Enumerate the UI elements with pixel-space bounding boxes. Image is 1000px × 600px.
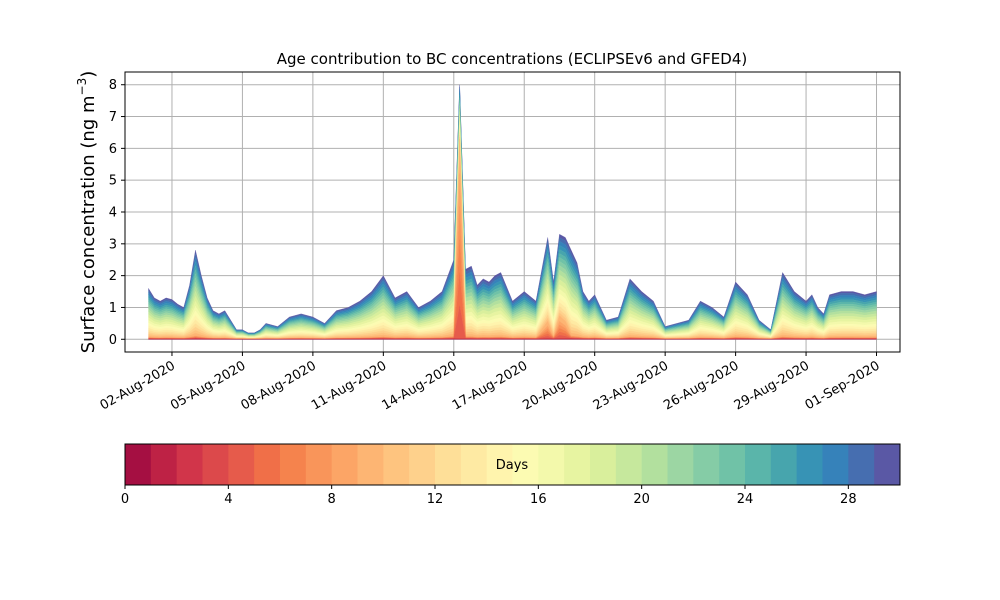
- colorbar-block: [745, 444, 772, 485]
- y-tick-label: 2: [109, 269, 117, 284]
- x-tick-label: 17-Aug-2020: [450, 358, 530, 413]
- x-tick-label: 20-Aug-2020: [520, 358, 600, 413]
- colorbar-block: [874, 444, 901, 485]
- colorbar-block: [435, 444, 462, 485]
- colorbar-block: [770, 444, 798, 485]
- x-tick-label: 08-Aug-2020: [239, 358, 319, 413]
- colorbar-block: [512, 444, 539, 485]
- colorbar-block: [486, 444, 513, 485]
- y-tick-label: 1: [109, 301, 117, 316]
- colorbar-label: Days: [496, 458, 529, 473]
- colorbar-block: [796, 444, 823, 485]
- colorbar-ticks: 0 4 8 12 16 20 24 28: [121, 485, 857, 507]
- y-tick-label: 7: [109, 110, 117, 125]
- x-tick-label: 05-Aug-2020: [168, 358, 248, 413]
- colorbar-block: [305, 444, 333, 485]
- colorbar-block: [822, 444, 849, 485]
- y-tick-label: 6: [109, 142, 117, 157]
- colorbar-block: [280, 444, 307, 485]
- colorbar-tick-label: 16: [530, 492, 547, 507]
- colorbar-tick-label: 24: [737, 492, 754, 507]
- colorbar-block: [254, 444, 281, 485]
- colorbar-block: [590, 444, 617, 485]
- x-tick-label: 23-Aug-2020: [591, 358, 671, 413]
- colorbar-tick-label: 12: [427, 492, 444, 507]
- y-tick-label: 3: [109, 237, 117, 252]
- y-axis: 0 1 2 3 4 5 6 7 8: [109, 78, 125, 348]
- colorbar-frame: [124, 443, 901, 486]
- y-tick-label: 8: [109, 78, 117, 93]
- colorbar-block: [615, 444, 643, 485]
- colorbar-blocks: [125, 444, 901, 485]
- colorbar-tick-label: 4: [224, 492, 232, 507]
- colorbar-block: [564, 444, 591, 485]
- colorbar-block: [228, 444, 255, 485]
- colorbar-tick-label: 20: [633, 492, 650, 507]
- stacked-area: [148, 84, 877, 340]
- y-tick-label: 4: [109, 206, 117, 221]
- colorbar-block: [460, 444, 488, 485]
- colorbar: Days 0 4 8 12 16 20 24 28: [121, 443, 901, 507]
- colorbar-block: [331, 444, 358, 485]
- x-tick-label: 02-Aug-2020: [98, 358, 178, 413]
- colorbar-block: [125, 444, 152, 485]
- colorbar-block: [693, 444, 720, 485]
- colorbar-block: [357, 444, 384, 485]
- x-tick-label: 11-Aug-2020: [309, 358, 389, 413]
- colorbar-block: [383, 444, 410, 485]
- colorbar-block: [667, 444, 694, 485]
- colorbar-block: [848, 444, 875, 485]
- colorbar-block: [538, 444, 565, 485]
- colorbar-tick-label: 0: [121, 492, 129, 507]
- colorbar-block: [719, 444, 746, 485]
- colorbar-tick-label: 8: [328, 492, 336, 507]
- chart-title: Age contribution to BC concentrations (E…: [277, 50, 748, 68]
- x-axis: 02-Aug-202005-Aug-202008-Aug-202011-Aug-…: [98, 352, 883, 414]
- colorbar-block: [150, 444, 178, 485]
- x-tick-label: 26-Aug-2020: [661, 358, 741, 413]
- y-tick-label: 5: [109, 174, 117, 189]
- x-tick-label: 14-Aug-2020: [379, 358, 459, 413]
- colorbar-tick-label: 28: [840, 492, 857, 507]
- colorbar-block: [641, 444, 668, 485]
- y-tick-label: 0: [109, 333, 117, 348]
- colorbar-block: [202, 444, 229, 485]
- y-axis-label: Surface concentration (ng m−3): [75, 71, 99, 354]
- x-tick-label: 01-Sep-2020: [803, 358, 883, 413]
- colorbar-block: [176, 444, 203, 485]
- colorbar-block: [409, 444, 436, 485]
- plot-area: 0 1 2 3 4 5 6 7 8 02-Aug-202005-Aug-202008-Aug-2…: [98, 71, 901, 414]
- x-tick-label: 29-Aug-2020: [732, 358, 812, 413]
